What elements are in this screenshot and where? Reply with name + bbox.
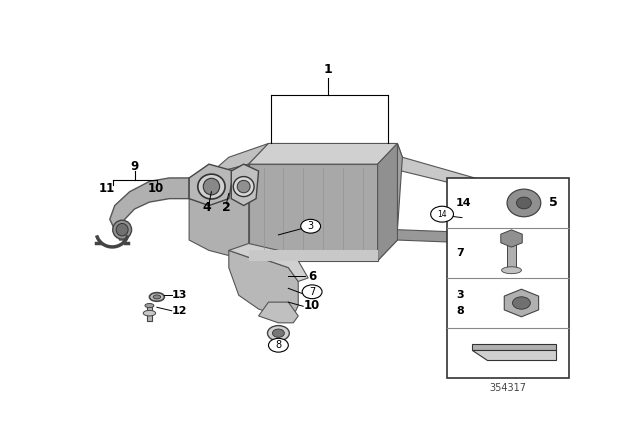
Circle shape	[431, 206, 454, 222]
Ellipse shape	[113, 220, 132, 239]
Ellipse shape	[461, 209, 473, 215]
Ellipse shape	[233, 177, 254, 197]
Bar	[147, 306, 152, 321]
Circle shape	[302, 285, 322, 299]
Bar	[507, 241, 516, 270]
Ellipse shape	[198, 174, 225, 199]
Text: 1: 1	[324, 63, 332, 76]
Circle shape	[269, 338, 288, 352]
Polygon shape	[249, 164, 378, 261]
Ellipse shape	[143, 310, 156, 316]
Text: 6: 6	[308, 270, 316, 283]
Text: 4: 4	[202, 201, 211, 214]
Text: 10: 10	[148, 182, 164, 195]
Text: 14: 14	[437, 210, 447, 219]
Polygon shape	[189, 164, 234, 206]
Polygon shape	[110, 178, 189, 240]
Text: 8: 8	[456, 306, 464, 315]
Polygon shape	[259, 302, 298, 323]
Polygon shape	[397, 143, 403, 240]
Polygon shape	[229, 250, 298, 316]
Text: 13: 13	[172, 290, 187, 300]
Text: 354317: 354317	[490, 383, 526, 393]
Polygon shape	[209, 143, 269, 174]
Text: 2: 2	[222, 201, 230, 214]
Circle shape	[513, 297, 531, 309]
Ellipse shape	[116, 224, 128, 236]
Ellipse shape	[153, 295, 161, 299]
Text: 12: 12	[172, 306, 187, 316]
Ellipse shape	[204, 178, 220, 195]
Circle shape	[273, 329, 284, 337]
Polygon shape	[378, 143, 541, 209]
Text: 8: 8	[275, 340, 282, 350]
Text: 3: 3	[456, 290, 463, 301]
Text: 7: 7	[456, 248, 464, 258]
Polygon shape	[231, 164, 259, 206]
Text: 9: 9	[131, 160, 139, 173]
Polygon shape	[516, 192, 541, 230]
Polygon shape	[249, 143, 397, 164]
Text: 3: 3	[308, 221, 314, 231]
Ellipse shape	[502, 267, 522, 274]
Text: 5: 5	[549, 196, 558, 209]
Text: 7: 7	[309, 287, 316, 297]
Polygon shape	[189, 164, 249, 261]
Text: 11: 11	[99, 182, 115, 195]
Ellipse shape	[237, 181, 250, 193]
Text: 14: 14	[456, 198, 472, 208]
Text: 10: 10	[304, 299, 320, 312]
Ellipse shape	[145, 303, 154, 308]
Circle shape	[268, 326, 289, 341]
Polygon shape	[229, 244, 308, 281]
Ellipse shape	[516, 197, 531, 209]
Polygon shape	[378, 143, 397, 261]
Polygon shape	[472, 349, 556, 360]
Bar	[447, 178, 568, 378]
Polygon shape	[378, 226, 541, 261]
Circle shape	[301, 220, 321, 233]
Polygon shape	[472, 345, 556, 349]
Polygon shape	[249, 250, 378, 261]
Ellipse shape	[507, 189, 541, 217]
Ellipse shape	[150, 293, 164, 301]
